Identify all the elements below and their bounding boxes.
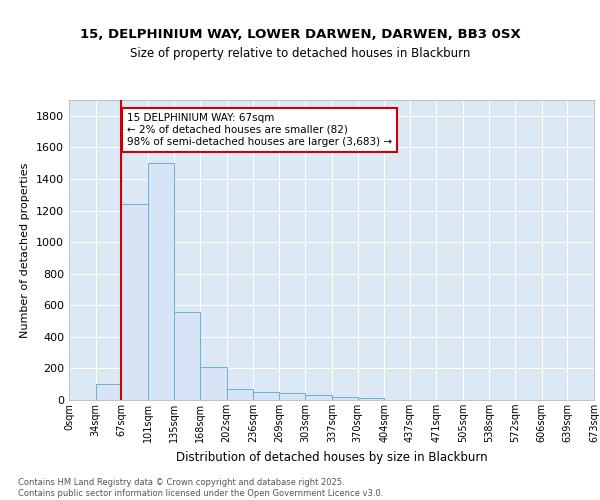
Bar [148, 163, 175, 400]
Bar [95, 384, 121, 400]
Bar [279, 393, 305, 400]
Y-axis label: Number of detached properties: Number of detached properties [20, 162, 31, 338]
Bar [175, 312, 200, 400]
Bar [332, 397, 358, 400]
Bar [358, 398, 384, 400]
Text: Size of property relative to detached houses in Blackburn: Size of property relative to detached ho… [130, 48, 470, 60]
X-axis label: Distribution of detached houses by size in Blackburn: Distribution of detached houses by size … [176, 450, 487, 464]
Bar [227, 389, 253, 400]
Bar [200, 367, 227, 400]
Text: 15 DELPHINIUM WAY: 67sqm
← 2% of detached houses are smaller (82)
98% of semi-de: 15 DELPHINIUM WAY: 67sqm ← 2% of detache… [127, 114, 392, 146]
Bar [253, 392, 279, 400]
Bar [121, 204, 148, 400]
Text: Contains HM Land Registry data © Crown copyright and database right 2025.
Contai: Contains HM Land Registry data © Crown c… [18, 478, 383, 498]
Bar [305, 396, 332, 400]
Text: 15, DELPHINIUM WAY, LOWER DARWEN, DARWEN, BB3 0SX: 15, DELPHINIUM WAY, LOWER DARWEN, DARWEN… [80, 28, 520, 40]
